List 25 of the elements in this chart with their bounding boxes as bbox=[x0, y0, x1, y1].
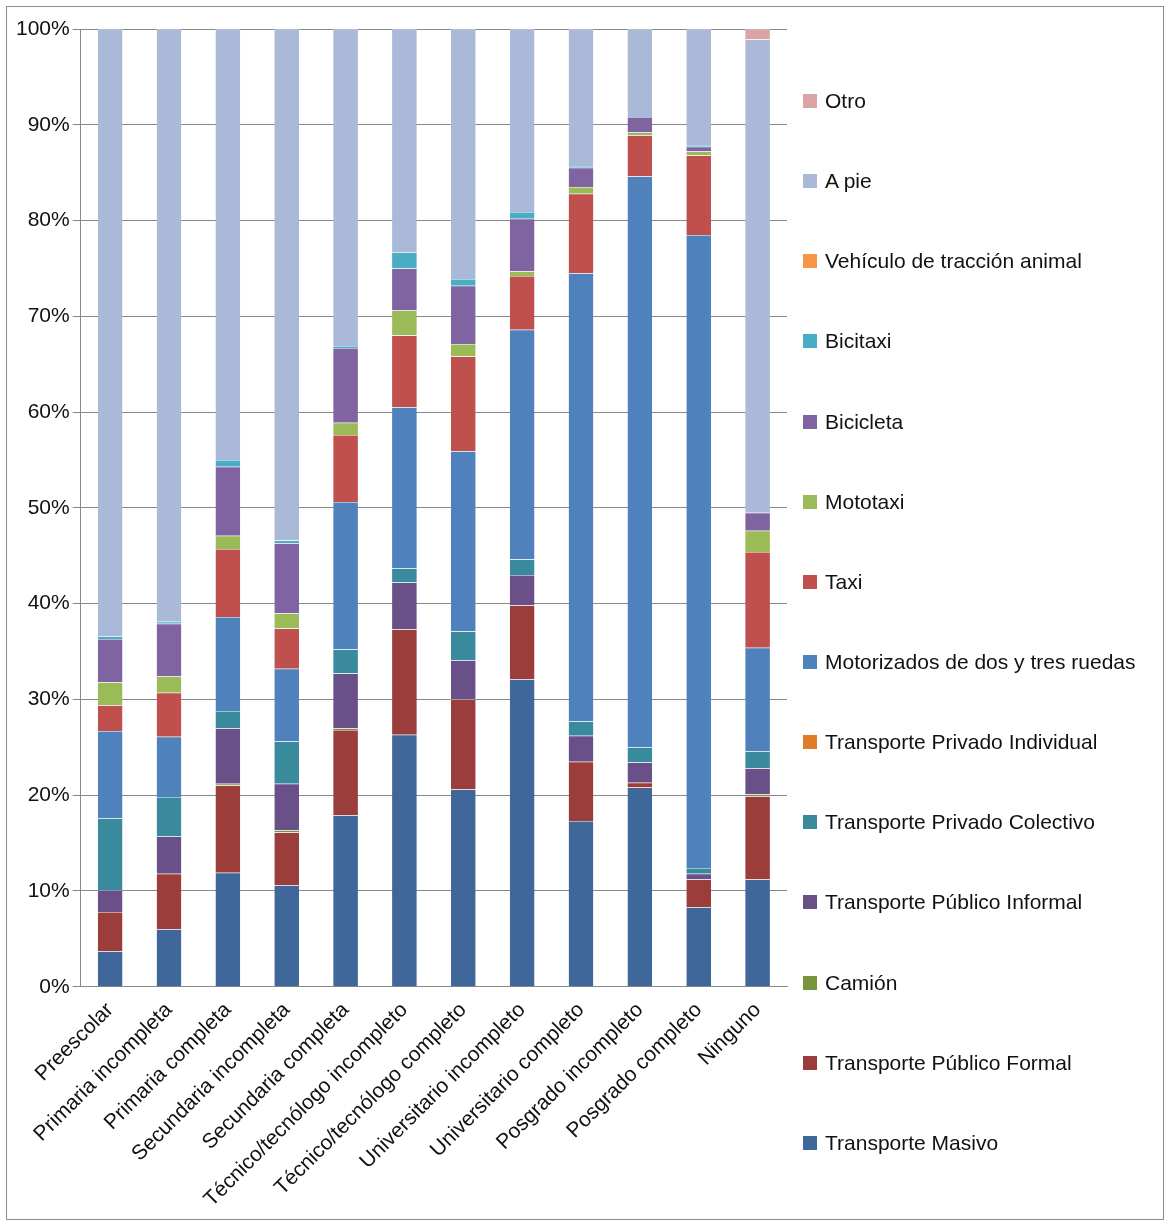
y-tick-label: 70% bbox=[27, 303, 70, 327]
y-tick-label: 90% bbox=[27, 111, 70, 135]
y-tick-label: 100% bbox=[15, 15, 70, 39]
legend-label: Transporte Público Formal bbox=[825, 1049, 1072, 1076]
legend-label: Camión bbox=[825, 969, 898, 996]
legend-label: Taxi bbox=[825, 568, 863, 595]
legend-label: Motorizados de dos y tres ruedas bbox=[825, 649, 1136, 675]
y-tick-label: 20% bbox=[27, 781, 70, 805]
y-tick-label: 0% bbox=[39, 973, 70, 997]
legend-label: Transporte Público Informal bbox=[825, 889, 1083, 916]
y-tick-label: 80% bbox=[27, 207, 70, 231]
legend-label: Vehículo de tracción animal bbox=[825, 248, 1082, 275]
y-tick-label: 50% bbox=[27, 494, 70, 518]
legend-label: A pie bbox=[825, 168, 872, 195]
y-tick-label: 10% bbox=[27, 877, 70, 901]
y-tick-label: 60% bbox=[27, 398, 70, 422]
legend-label: Mototaxi bbox=[825, 488, 905, 515]
legend-label: Transporte Privado Individual bbox=[825, 729, 1098, 756]
y-tick-label: 30% bbox=[27, 686, 70, 710]
legend-label: Bicicleta bbox=[825, 408, 904, 435]
legend-label: Bicitaxi bbox=[825, 328, 892, 355]
legend-label: Transporte Privado Colectivo bbox=[825, 809, 1096, 836]
y-tick-label: 40% bbox=[27, 590, 70, 614]
legend-label: Transporte Masivo bbox=[825, 1129, 999, 1156]
legend-label: Otro bbox=[825, 88, 866, 114]
